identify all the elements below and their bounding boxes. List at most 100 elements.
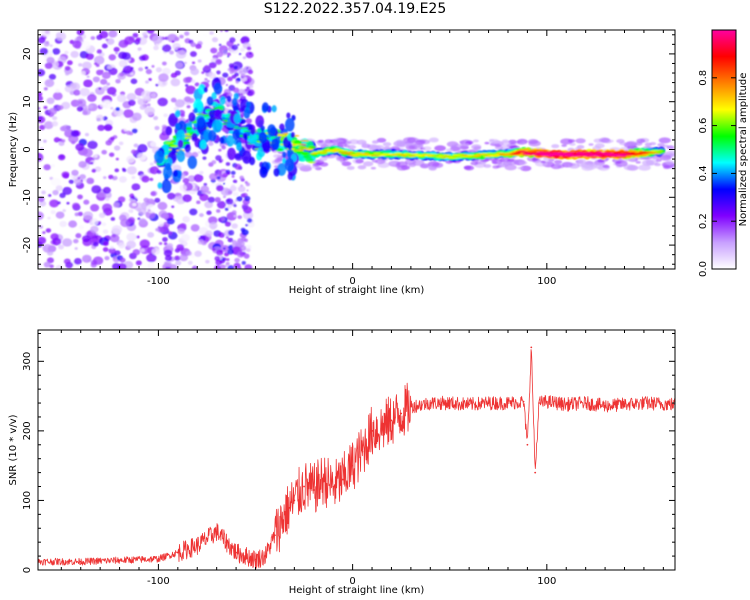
ridge-blob	[208, 109, 215, 118]
noise-blob	[128, 99, 136, 106]
colorbar-tick-label: 0.8	[698, 70, 709, 86]
noise-blob	[123, 109, 134, 118]
noise-blob	[216, 51, 224, 58]
halo-blob	[415, 139, 426, 145]
noise-blob	[42, 231, 46, 235]
noise-blob	[175, 260, 182, 266]
ridge-blob	[345, 151, 354, 154]
noise-blob	[61, 101, 71, 110]
halo-blob	[361, 141, 367, 145]
noise-blob	[216, 176, 221, 180]
noise-blob	[218, 148, 222, 152]
ridge-blob	[408, 155, 417, 157]
ridge-blob	[373, 152, 382, 155]
noise-blob	[152, 35, 163, 44]
noise-blob	[161, 61, 167, 66]
noise-blob	[146, 30, 155, 34]
noise-blob	[79, 87, 90, 97]
noise-blob	[39, 124, 46, 130]
noise-blob	[125, 130, 132, 135]
noise-blob	[187, 260, 193, 265]
ridge-blob	[305, 157, 314, 163]
noise-blob	[43, 139, 47, 143]
halo-blob	[666, 145, 675, 150]
ridge-blob	[231, 98, 238, 107]
noise-blob	[38, 107, 41, 110]
halo-blob	[504, 164, 517, 171]
noise-blob	[108, 54, 117, 61]
noise-blob	[38, 211, 44, 221]
noise-blob	[63, 258, 71, 265]
halo-blob	[616, 138, 625, 144]
snr-data-point	[264, 555, 267, 557]
noise-blob	[115, 51, 119, 55]
ridge-blob	[655, 149, 664, 152]
noise-blob	[132, 249, 141, 256]
snr-data-point	[303, 485, 305, 488]
top-x-tick-label: 100	[537, 276, 556, 287]
noise-blob	[184, 151, 193, 158]
noise-blob	[43, 87, 48, 91]
noise-blob	[62, 238, 73, 247]
noise-blob	[118, 51, 128, 60]
noise-blob	[112, 202, 120, 208]
halo-blob	[540, 160, 546, 164]
noise-blob	[199, 170, 204, 175]
noise-blob	[46, 97, 55, 105]
noise-blob	[157, 221, 165, 227]
noise-blob	[220, 216, 226, 222]
noise-blob	[146, 253, 157, 263]
halo-blob	[499, 157, 511, 163]
noise-blob	[126, 155, 135, 164]
spectrogram-image	[38, 30, 675, 269]
noise-blob	[80, 70, 87, 76]
noise-blob	[169, 50, 174, 55]
noise-blob	[239, 252, 245, 257]
halo-blob	[635, 161, 641, 164]
noise-blob	[50, 177, 61, 187]
noise-blob	[158, 73, 169, 82]
noise-blob	[118, 214, 127, 222]
halo-blob	[395, 164, 402, 168]
halo-blob	[376, 137, 387, 143]
spectrogram-blobs	[38, 30, 675, 269]
ridge-blob	[254, 141, 263, 147]
noise-blob	[222, 172, 228, 178]
ridge-blob	[431, 153, 440, 156]
noise-blob	[101, 71, 111, 79]
noise-blob	[116, 94, 127, 103]
halo-blob	[527, 139, 539, 145]
noise-blob	[233, 214, 237, 218]
noise-blob	[226, 258, 230, 262]
noise-blob	[119, 114, 125, 119]
snr-data-point	[526, 443, 529, 446]
noise-blob	[179, 184, 187, 192]
noise-blob	[131, 128, 138, 134]
noise-blob	[118, 39, 129, 48]
noise-blob	[243, 253, 250, 259]
noise-blob	[86, 75, 90, 78]
ridge-blob	[198, 84, 206, 95]
ridge-blob	[480, 153, 489, 155]
snr-data-point	[342, 478, 344, 481]
ridge-blob	[196, 116, 206, 130]
noise-blob	[153, 115, 159, 121]
noise-blob	[68, 179, 75, 184]
noise-blob	[218, 232, 225, 238]
noise-blob	[225, 198, 234, 205]
bottom-x-tick-label: 100	[537, 576, 556, 587]
halo-blob	[470, 161, 479, 166]
noise-blob	[73, 257, 82, 265]
top-y-tick-label: 10	[22, 95, 33, 108]
top-y-axis-label: Frequency (Hz)	[8, 112, 19, 188]
ridge-blob	[187, 155, 198, 170]
ridge-blob	[188, 112, 196, 123]
noise-blob	[247, 69, 254, 75]
halo-blob	[649, 142, 657, 146]
snr-data-point	[254, 558, 257, 561]
noise-blob	[245, 118, 252, 124]
noise-blob	[51, 121, 59, 127]
noise-blob	[126, 232, 137, 242]
noise-blob	[185, 250, 192, 256]
halo-blob	[403, 137, 416, 144]
